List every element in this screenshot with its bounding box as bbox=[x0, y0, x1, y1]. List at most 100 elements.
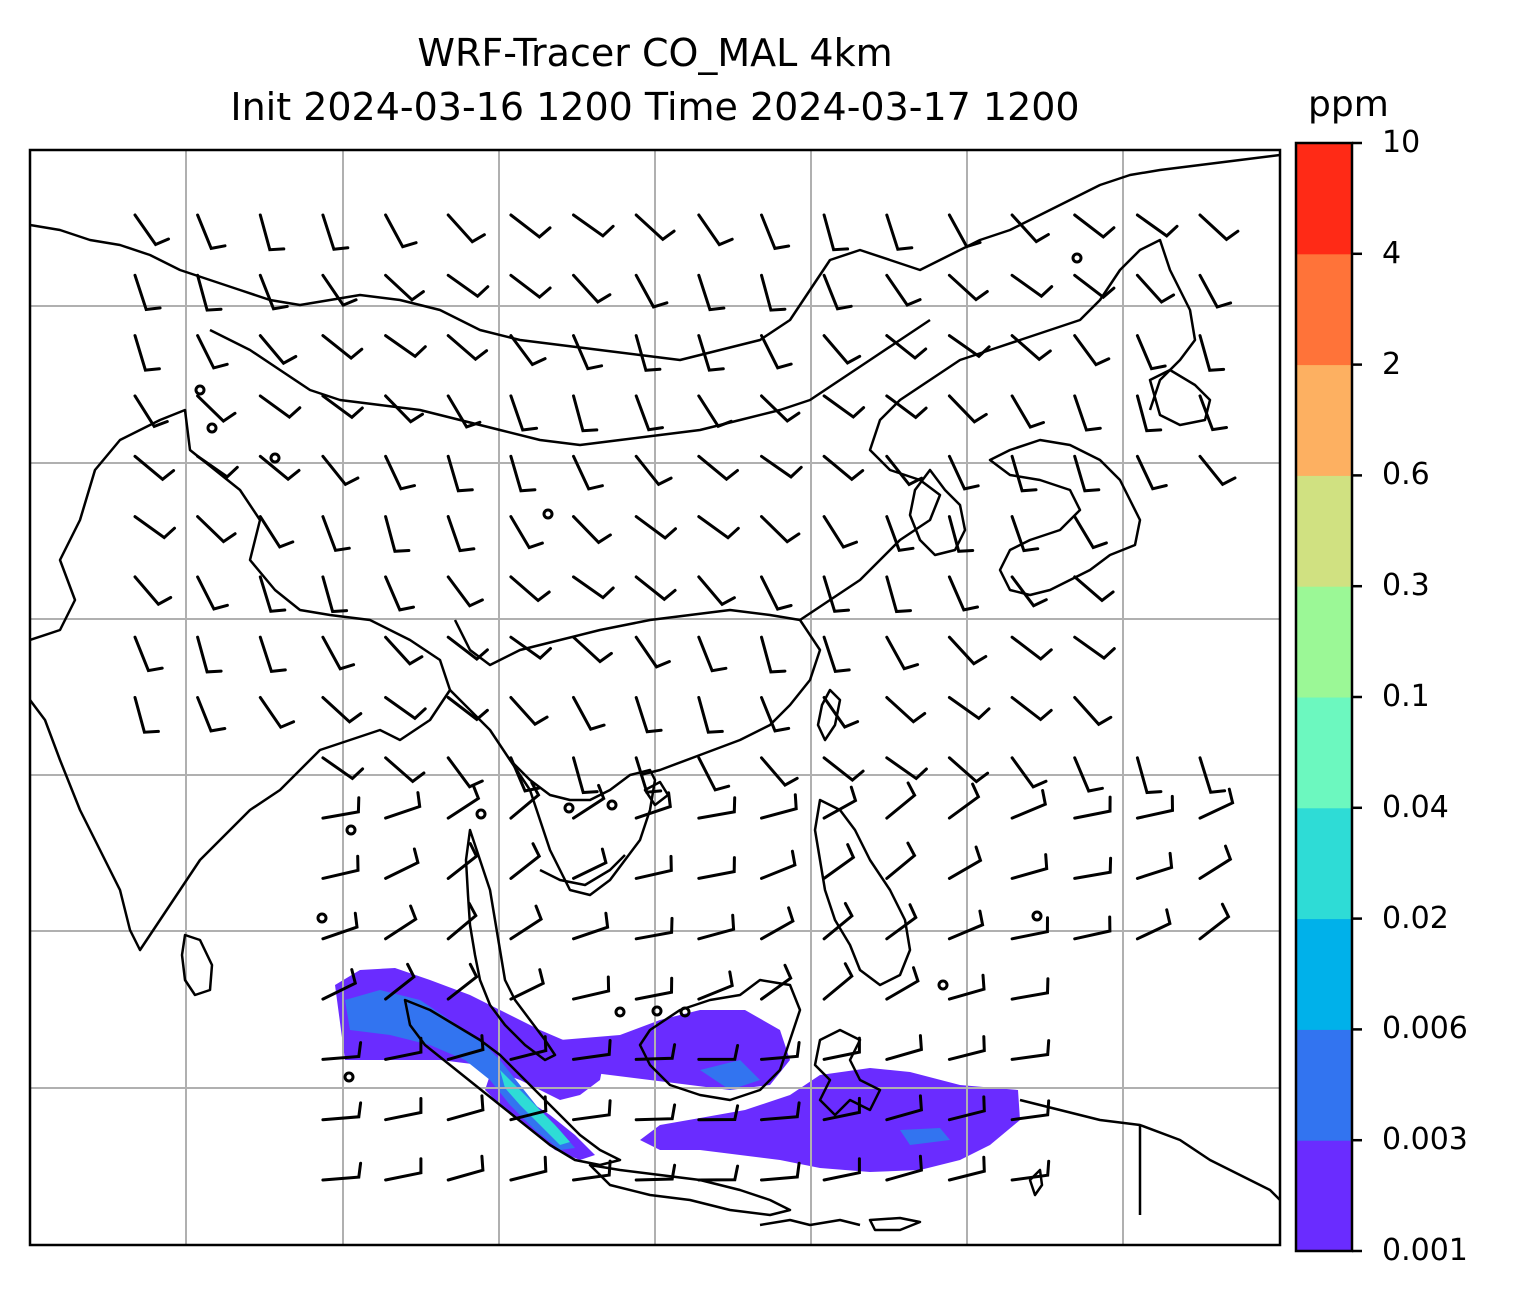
wind-barb bbox=[1010, 334, 1052, 362]
wind-barb bbox=[885, 635, 920, 671]
wind-barb bbox=[885, 841, 917, 880]
wind-barb bbox=[947, 1155, 986, 1182]
wind-barb bbox=[822, 515, 858, 549]
wind-barb bbox=[321, 1101, 363, 1122]
wind-barb bbox=[760, 906, 795, 941]
wind-barb bbox=[1073, 635, 1116, 661]
wind-barb bbox=[634, 273, 669, 309]
wind-barb bbox=[196, 454, 239, 479]
wind-barb bbox=[384, 273, 425, 302]
wind-barb bbox=[885, 515, 915, 552]
wind-barb bbox=[1073, 575, 1115, 603]
wind-barb bbox=[196, 273, 223, 312]
wind-barb bbox=[822, 785, 858, 820]
wind-barb bbox=[572, 783, 606, 820]
wind-barb bbox=[697, 1044, 740, 1061]
wind-barb bbox=[885, 756, 928, 781]
wind-barb bbox=[947, 394, 988, 424]
coast-newguinea bbox=[1019, 1098, 1280, 1201]
wind-barb bbox=[321, 213, 350, 251]
wind-barb bbox=[760, 849, 797, 880]
wind-barb bbox=[446, 394, 482, 429]
wind-barb bbox=[133, 273, 162, 312]
wind-barb bbox=[321, 968, 358, 1001]
wind-barb bbox=[1073, 915, 1112, 941]
wind-barb bbox=[822, 273, 853, 311]
wind-barb bbox=[822, 1157, 861, 1182]
wind-barb bbox=[509, 635, 552, 661]
coast-mongolia-border bbox=[209, 318, 931, 447]
wind-barb bbox=[822, 454, 865, 482]
wind-barb bbox=[947, 273, 989, 302]
wind-barb bbox=[509, 1155, 548, 1182]
wind-barb bbox=[634, 515, 677, 540]
wind-barb bbox=[384, 515, 411, 553]
wind-barb bbox=[446, 696, 489, 722]
colorbar-tick-label-4: 0.04 bbox=[1382, 789, 1449, 825]
wind-barb bbox=[1135, 851, 1174, 880]
wind-barb bbox=[446, 1154, 485, 1182]
wind-barb bbox=[1198, 273, 1233, 309]
wind-barb bbox=[634, 635, 671, 669]
wind-barb bbox=[634, 575, 677, 602]
wind-barb bbox=[885, 334, 928, 360]
wind-barb bbox=[321, 1041, 363, 1061]
wind-barb bbox=[258, 635, 287, 674]
wind-barb bbox=[509, 515, 544, 550]
wind-barb bbox=[760, 635, 787, 674]
map-gridlines bbox=[30, 150, 1280, 1245]
wind-barb bbox=[384, 213, 418, 249]
wind-barb bbox=[885, 1034, 923, 1061]
wind-barb bbox=[1010, 977, 1050, 1001]
wind-barb bbox=[760, 1041, 801, 1061]
wind-barb bbox=[446, 901, 478, 941]
wind-barb bbox=[697, 970, 734, 1001]
wind-barb bbox=[885, 273, 922, 307]
colorbar-tick-label-7: 0.6 bbox=[1382, 457, 1430, 493]
wind-barb bbox=[384, 334, 427, 359]
wind-barb bbox=[1073, 795, 1112, 820]
wind-barb bbox=[1198, 756, 1227, 794]
wind-barb bbox=[885, 213, 914, 251]
wind-barb bbox=[822, 1096, 861, 1122]
wind-barb bbox=[384, 635, 424, 666]
colorbar-bin-6 bbox=[1296, 475, 1352, 587]
wind-barb bbox=[446, 213, 486, 244]
wind-barb bbox=[947, 334, 991, 359]
wind-barb bbox=[446, 962, 479, 1001]
colorbar bbox=[1294, 141, 1362, 1253]
wind-barb bbox=[885, 1154, 923, 1182]
wind-barb bbox=[697, 696, 724, 734]
wind-barb bbox=[1010, 213, 1050, 244]
wind-barb bbox=[947, 845, 983, 880]
wind-barb bbox=[1010, 515, 1040, 553]
wind-barb bbox=[1010, 853, 1049, 880]
wind-barb bbox=[634, 1103, 677, 1122]
wind-barb bbox=[446, 756, 484, 789]
wind-barb bbox=[1135, 273, 1176, 304]
wind-barb bbox=[133, 575, 173, 607]
wind-barb bbox=[321, 1161, 363, 1182]
wind-barb bbox=[697, 756, 731, 792]
colorbar-bin-4 bbox=[1296, 697, 1352, 809]
wind-barb bbox=[1010, 916, 1049, 941]
colorbar-tick-label-1: 0.003 bbox=[1382, 1122, 1468, 1158]
wind-barb bbox=[509, 273, 552, 300]
wind-barb bbox=[697, 856, 736, 880]
wind-barb bbox=[509, 904, 543, 941]
wind-barb bbox=[572, 847, 608, 880]
wind-barb bbox=[634, 791, 672, 820]
colorbar-tick-label-5: 0.1 bbox=[1382, 679, 1430, 714]
wind-barb bbox=[1010, 1039, 1051, 1061]
coast-china-north bbox=[799, 238, 1197, 622]
colorbar-bin-7 bbox=[1296, 364, 1352, 476]
wind-barb bbox=[321, 515, 351, 552]
wind-barb bbox=[885, 1094, 923, 1122]
wind-barb bbox=[760, 213, 791, 251]
wind-barb bbox=[1010, 575, 1048, 608]
wind-barb bbox=[822, 902, 854, 941]
wind-barb bbox=[697, 515, 740, 540]
colorbar-tick-label-8: 2 bbox=[1382, 346, 1402, 382]
wind-barb bbox=[1073, 454, 1101, 493]
